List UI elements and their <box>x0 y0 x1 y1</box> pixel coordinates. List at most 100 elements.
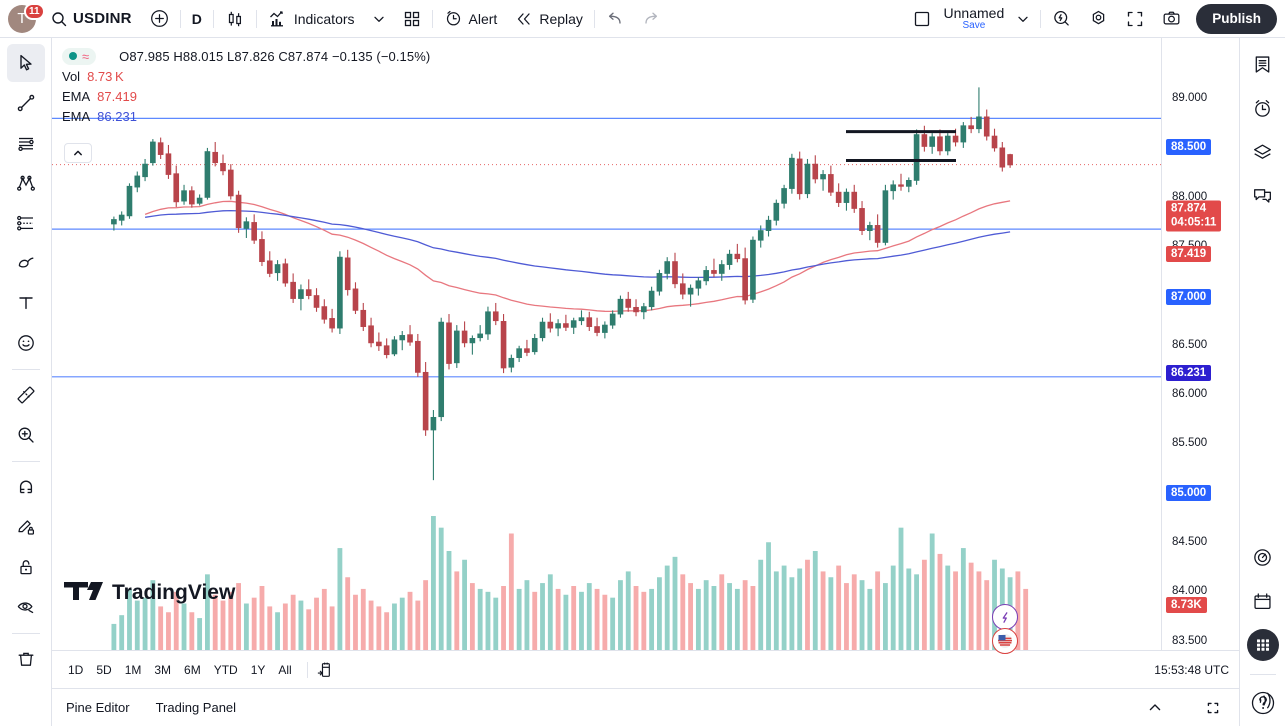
legend-ema-slow-row[interactable]: EMA 86.231 <box>62 106 430 126</box>
price-tag[interactable]: 88.500 <box>1166 139 1212 155</box>
pattern-tool[interactable] <box>7 204 45 242</box>
zoom-tool[interactable] <box>7 416 45 454</box>
fullscreen-button[interactable] <box>1117 4 1153 34</box>
hide-drawings-tool[interactable] <box>7 588 45 626</box>
add-symbol-button[interactable] <box>141 4 178 34</box>
cursor-tool[interactable] <box>6 44 45 82</box>
volume-bar <box>960 548 966 656</box>
settings-button[interactable] <box>1080 4 1117 34</box>
help-button[interactable] <box>1248 688 1278 718</box>
candle-body <box>820 174 826 180</box>
economic-event-fab-button[interactable] <box>992 628 1018 654</box>
range-button-ytd[interactable]: YTD <box>213 662 238 677</box>
volume-bar <box>571 586 577 656</box>
symbol-search[interactable]: USDINR <box>42 4 141 34</box>
price-tick-label: 86.000 <box>1172 388 1208 400</box>
stay-in-drawing-mode-tool[interactable] <box>7 508 45 546</box>
candle-body <box>843 191 850 203</box>
chart-canvas[interactable] <box>52 38 1161 658</box>
eye-icon <box>16 597 36 617</box>
legend-volume-row[interactable]: Vol 8.73 K <box>62 66 430 86</box>
range-button-3m[interactable]: 3M <box>154 662 172 677</box>
apps-button[interactable] <box>1245 627 1281 663</box>
fib-retracement-tool[interactable] <box>7 124 45 162</box>
ideas-button[interactable] <box>1245 539 1281 575</box>
goto-date-icon[interactable] <box>316 661 334 679</box>
search-icon <box>51 11 67 27</box>
volume-bar <box>695 588 701 656</box>
lock-drawings-tool[interactable] <box>7 548 45 586</box>
lightning-fab-button[interactable] <box>992 604 1018 630</box>
watchlist-button[interactable] <box>1245 46 1281 82</box>
layout-name-block[interactable]: Unnamed Save <box>940 6 1009 31</box>
candle-body <box>524 348 530 353</box>
range-button-1m[interactable]: 1M <box>124 662 142 677</box>
volume-bar <box>236 583 242 656</box>
legend-ema-fast-row[interactable]: EMA 87.419 <box>62 86 430 106</box>
calendar-button[interactable] <box>1245 583 1281 619</box>
range-button-1y[interactable]: 1Y <box>250 662 266 677</box>
chat-button[interactable] <box>1245 178 1281 214</box>
volume-bar <box>633 586 639 656</box>
user-avatar[interactable]: T 11 <box>8 2 45 34</box>
notification-badge[interactable]: 11 <box>24 2 45 20</box>
redo-button[interactable] <box>633 4 669 34</box>
chart-plot[interactable]: TradingView <box>52 38 1161 658</box>
indicators-dropdown[interactable] <box>364 4 394 34</box>
price-scale[interactable]: 89.00088.00087.50086.50086.00085.50084.5… <box>1161 38 1239 658</box>
volume-bar <box>345 577 351 656</box>
candle-body <box>991 135 998 149</box>
layouts-button[interactable] <box>394 4 430 34</box>
chart-area[interactable]: TradingView ≈ O87.985 H88.015 L87.826 C8… <box>52 38 1239 688</box>
collapse-legend-button[interactable] <box>64 143 92 163</box>
candle-body <box>313 295 320 308</box>
sidebar-divider <box>1249 674 1276 675</box>
price-tag[interactable]: 87.000 <box>1166 289 1212 305</box>
snapshot-button[interactable] <box>1153 4 1190 34</box>
price-tag[interactable]: 8.73K <box>1166 597 1207 613</box>
candle-body <box>882 190 889 243</box>
publish-button[interactable]: Publish <box>1196 3 1277 34</box>
alert-button[interactable]: Alert <box>435 4 507 34</box>
volume-bar <box>703 580 709 656</box>
measure-tool[interactable] <box>7 376 45 414</box>
volume-bar <box>1023 588 1029 656</box>
magnet-tool[interactable] <box>7 468 45 506</box>
quick-search-button[interactable] <box>1043 4 1080 34</box>
pitchfork-tool[interactable] <box>7 164 45 202</box>
layout-square-button[interactable] <box>904 4 940 34</box>
range-button-5d[interactable]: 5D <box>96 662 112 677</box>
range-button-6m[interactable]: 6M <box>184 662 201 677</box>
emoji-tool[interactable] <box>7 324 45 362</box>
chart-type-button[interactable] <box>216 4 254 34</box>
legend-ohlc-row[interactable]: ≈ O87.985 H88.015 L87.826 C87.874 −0.135… <box>62 46 430 66</box>
text-tool[interactable] <box>7 284 45 322</box>
volume-bar <box>275 612 280 656</box>
volume-bar <box>181 603 187 656</box>
volume-bar <box>727 583 732 656</box>
remove-drawings-tool[interactable] <box>7 640 45 678</box>
last-price-tag[interactable]: 87.874 04:05:11 <box>1166 200 1222 232</box>
price-tag[interactable]: 85.000 <box>1166 485 1212 501</box>
undo-button[interactable] <box>597 4 633 34</box>
data-window-button[interactable] <box>1245 134 1281 170</box>
chart-legend: ≈ O87.985 H88.015 L87.826 C87.874 −0.135… <box>62 46 430 126</box>
range-button-all[interactable]: All <box>278 662 292 677</box>
price-tag[interactable]: 86.231 <box>1166 365 1212 381</box>
expand-panel-icon[interactable] <box>1147 700 1163 716</box>
range-button-1d[interactable]: 1D <box>68 662 84 677</box>
trend-line-tool[interactable] <box>7 84 45 122</box>
brush-tool[interactable] <box>7 244 45 282</box>
indicators-button[interactable]: Indicators <box>259 4 364 34</box>
price-tag[interactable]: 87.419 <box>1166 246 1212 262</box>
layout-dropdown[interactable] <box>1008 4 1038 34</box>
volume-bar <box>314 597 319 656</box>
maximize-panel-icon[interactable] <box>1205 700 1221 716</box>
alerts-panel-button[interactable] <box>1245 90 1281 126</box>
trading-panel-tab[interactable]: Trading Panel <box>155 700 237 715</box>
save-layout-link[interactable]: Save <box>962 19 986 31</box>
interval-button[interactable]: D <box>183 4 211 34</box>
pine-editor-tab[interactable]: Pine Editor <box>66 700 130 715</box>
replay-button[interactable]: Replay <box>506 4 592 34</box>
volume-bar <box>906 568 912 656</box>
